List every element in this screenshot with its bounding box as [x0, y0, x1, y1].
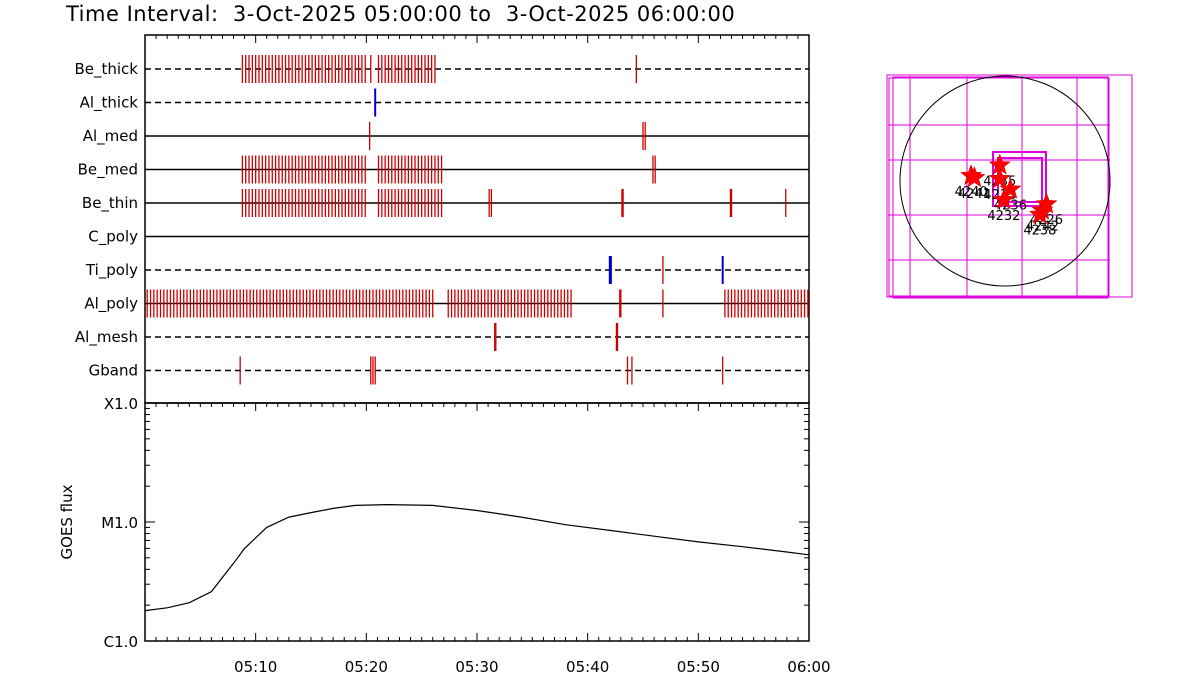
- timeline-frame: [144, 34, 810, 404]
- y-tick-label: C1.0: [104, 633, 138, 651]
- ar-marker: 4241: [958, 166, 991, 202]
- x-tick-label: 06:00: [787, 658, 830, 676]
- row-al-mesh: Al_mesh: [75, 323, 809, 351]
- row-be-thin: Be_thin: [82, 189, 809, 217]
- map-frame: [892, 76, 1109, 299]
- row-label: Al_med: [83, 127, 138, 146]
- ar-star: [963, 166, 986, 188]
- x-tick-label: 05:10: [234, 658, 277, 676]
- row-be-med: Be_med: [78, 155, 809, 184]
- ar-label: 4238: [1023, 224, 1056, 239]
- goes-flux-plot: C1.0 M1.0 X1.0 05:10 05:20 05:30 05:40 05:50 06:…: [58, 395, 831, 676]
- row-be-thick: Be_thick: [74, 55, 809, 83]
- row-al-poly: Al_poly: [84, 289, 809, 318]
- solar-disk-map: 424042414235423342364232424242264238: [886, 74, 1133, 299]
- row-label: Al_poly: [84, 295, 138, 314]
- solar-limb: [899, 75, 1111, 287]
- y-tick-label: X1.0: [104, 395, 138, 413]
- map-frame: [886, 74, 1133, 298]
- x-tick-label: 05:30: [455, 658, 498, 676]
- map-fov-box: [992, 151, 1047, 207]
- ar-star: [1028, 202, 1052, 225]
- ar-star: [988, 167, 1011, 189]
- row-c-poly: C_poly: [88, 228, 809, 247]
- row-label: Gband: [89, 362, 138, 380]
- row-label: Ti_poly: [85, 261, 138, 280]
- row-ti-poly: Ti_poly: [85, 256, 809, 284]
- y-tick-label: M1.0: [101, 514, 138, 532]
- row-label: Be_thin: [82, 194, 138, 213]
- ar-label: 4232: [987, 209, 1020, 224]
- ar-star: [999, 177, 1022, 199]
- x-tick-label: 05:40: [566, 658, 609, 676]
- row-gband: Gband: [89, 356, 809, 385]
- goes-frame: [144, 402, 810, 642]
- ar-marker: 4238: [1023, 202, 1056, 239]
- row-label: C_poly: [88, 228, 138, 247]
- ar-marker: 4232: [987, 188, 1020, 224]
- ar-star: [992, 188, 1015, 210]
- row-label: Be_med: [78, 161, 138, 180]
- row-al-med: Al_med: [83, 122, 809, 150]
- x-tick-label: 05:50: [677, 658, 720, 676]
- row-al-thick: Al_thick: [80, 88, 809, 117]
- row-label: Al_thick: [80, 94, 139, 113]
- goes-flux-line: [144, 503, 810, 612]
- ar-label: 4240: [955, 185, 988, 200]
- ar-star: [1035, 192, 1058, 214]
- row-label: Al_mesh: [75, 328, 138, 347]
- event-timeline: Be_thick Al_thick Al_med Be_med Be_thin C_pol…: [74, 34, 810, 404]
- x-tick-label: 05:20: [345, 658, 388, 676]
- chart-title: Time Interval: 3-Oct-2025 05:00:00 to 3-…: [66, 2, 736, 26]
- ar-label: 4241: [958, 187, 991, 202]
- y-axis-label: GOES flux: [58, 484, 76, 559]
- map-frame: [888, 77, 1110, 297]
- row-label: Be_thick: [74, 60, 138, 79]
